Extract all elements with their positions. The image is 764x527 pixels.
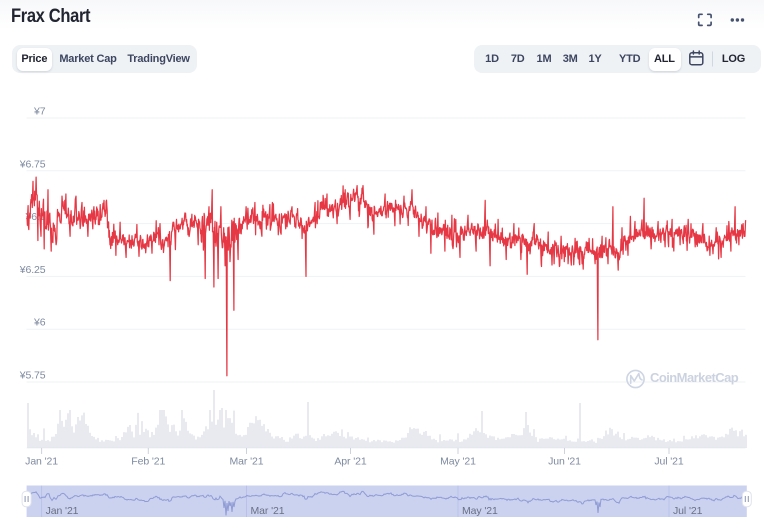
svg-text:Jan '21: Jan '21 [46,505,79,517]
svg-text:¥6.75: ¥6.75 [19,158,46,170]
svg-text:Feb '21: Feb '21 [131,456,165,468]
svg-text:Apr '21: Apr '21 [334,456,367,468]
svg-text:Jan '21: Jan '21 [25,456,58,468]
svg-text:¥6.25: ¥6.25 [19,264,46,276]
svg-text:May '21: May '21 [440,456,476,468]
svg-text:Jul '21: Jul '21 [673,505,703,517]
svg-text:Jun '21: Jun '21 [548,456,581,468]
svg-text:CoinMarketCap: CoinMarketCap [650,370,739,385]
svg-text:¥6: ¥6 [33,317,46,329]
svg-text:Mar '21: Mar '21 [251,505,285,517]
svg-text:¥5.75: ¥5.75 [19,370,46,382]
svg-text:¥7: ¥7 [33,106,46,118]
svg-text:Mar '21: Mar '21 [230,456,264,468]
svg-text:Jul '21: Jul '21 [654,456,684,468]
svg-text:May '21: May '21 [462,505,498,517]
